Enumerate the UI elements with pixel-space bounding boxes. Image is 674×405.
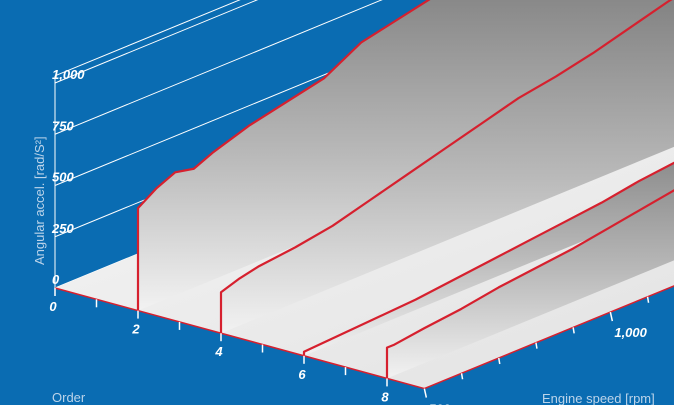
order-axis-title: Order: [52, 390, 86, 405]
y-tick-label-500: 500: [52, 170, 74, 185]
order-tick-label-8: 8: [381, 389, 389, 404]
order-tick-label-4: 4: [214, 344, 223, 359]
order-tick-label-6: 6: [298, 367, 306, 382]
rpm-tick-800: [535, 342, 538, 349]
series-slice-order-2: [138, 0, 674, 311]
rpm-tick-600: [460, 373, 464, 380]
order-tick-label-0: 0: [49, 299, 57, 314]
series-line-order-6: [302, 161, 674, 356]
series-slice-order-6: [304, 162, 674, 356]
y-axis-title: Angular accel. [rad/S²]: [32, 136, 47, 265]
axes-group: 024685001,0001,50002505007501,000: [49, 67, 674, 405]
rpm-axis-title: Engine speed [rpm]: [542, 391, 655, 405]
grid-line-750: [54, 0, 383, 135]
order-tick-label-2: 2: [131, 322, 140, 337]
order-axis-line: [54, 287, 425, 390]
series-line-order-4: [219, 0, 673, 334]
rpm-tick-500: [423, 388, 428, 398]
y-tick-label-750: 750: [52, 118, 74, 133]
series-line-order-2: [136, 0, 431, 311]
rpm-tick-900: [572, 327, 575, 334]
wall-top-edge: [54, 0, 241, 77]
series-slice-order-4: [221, 0, 674, 334]
rpm-tick-label-500: 500: [428, 402, 450, 405]
y-tick-label-250: 250: [51, 221, 74, 236]
rpm-tick-label-1000: 1,000: [614, 325, 647, 340]
rpm-tick-700: [498, 357, 501, 365]
rpm-tick-1100: [646, 296, 650, 303]
series-line-order-8: [385, 189, 674, 379]
y-tick-label-0: 0: [52, 272, 60, 287]
grid-line-500: [54, 0, 508, 186]
series-slice-order-8: [387, 190, 674, 379]
y-tick-label-1000: 1,000: [52, 67, 85, 82]
rpm-tick-1000: [609, 311, 614, 322]
series-group: [136, 0, 674, 379]
